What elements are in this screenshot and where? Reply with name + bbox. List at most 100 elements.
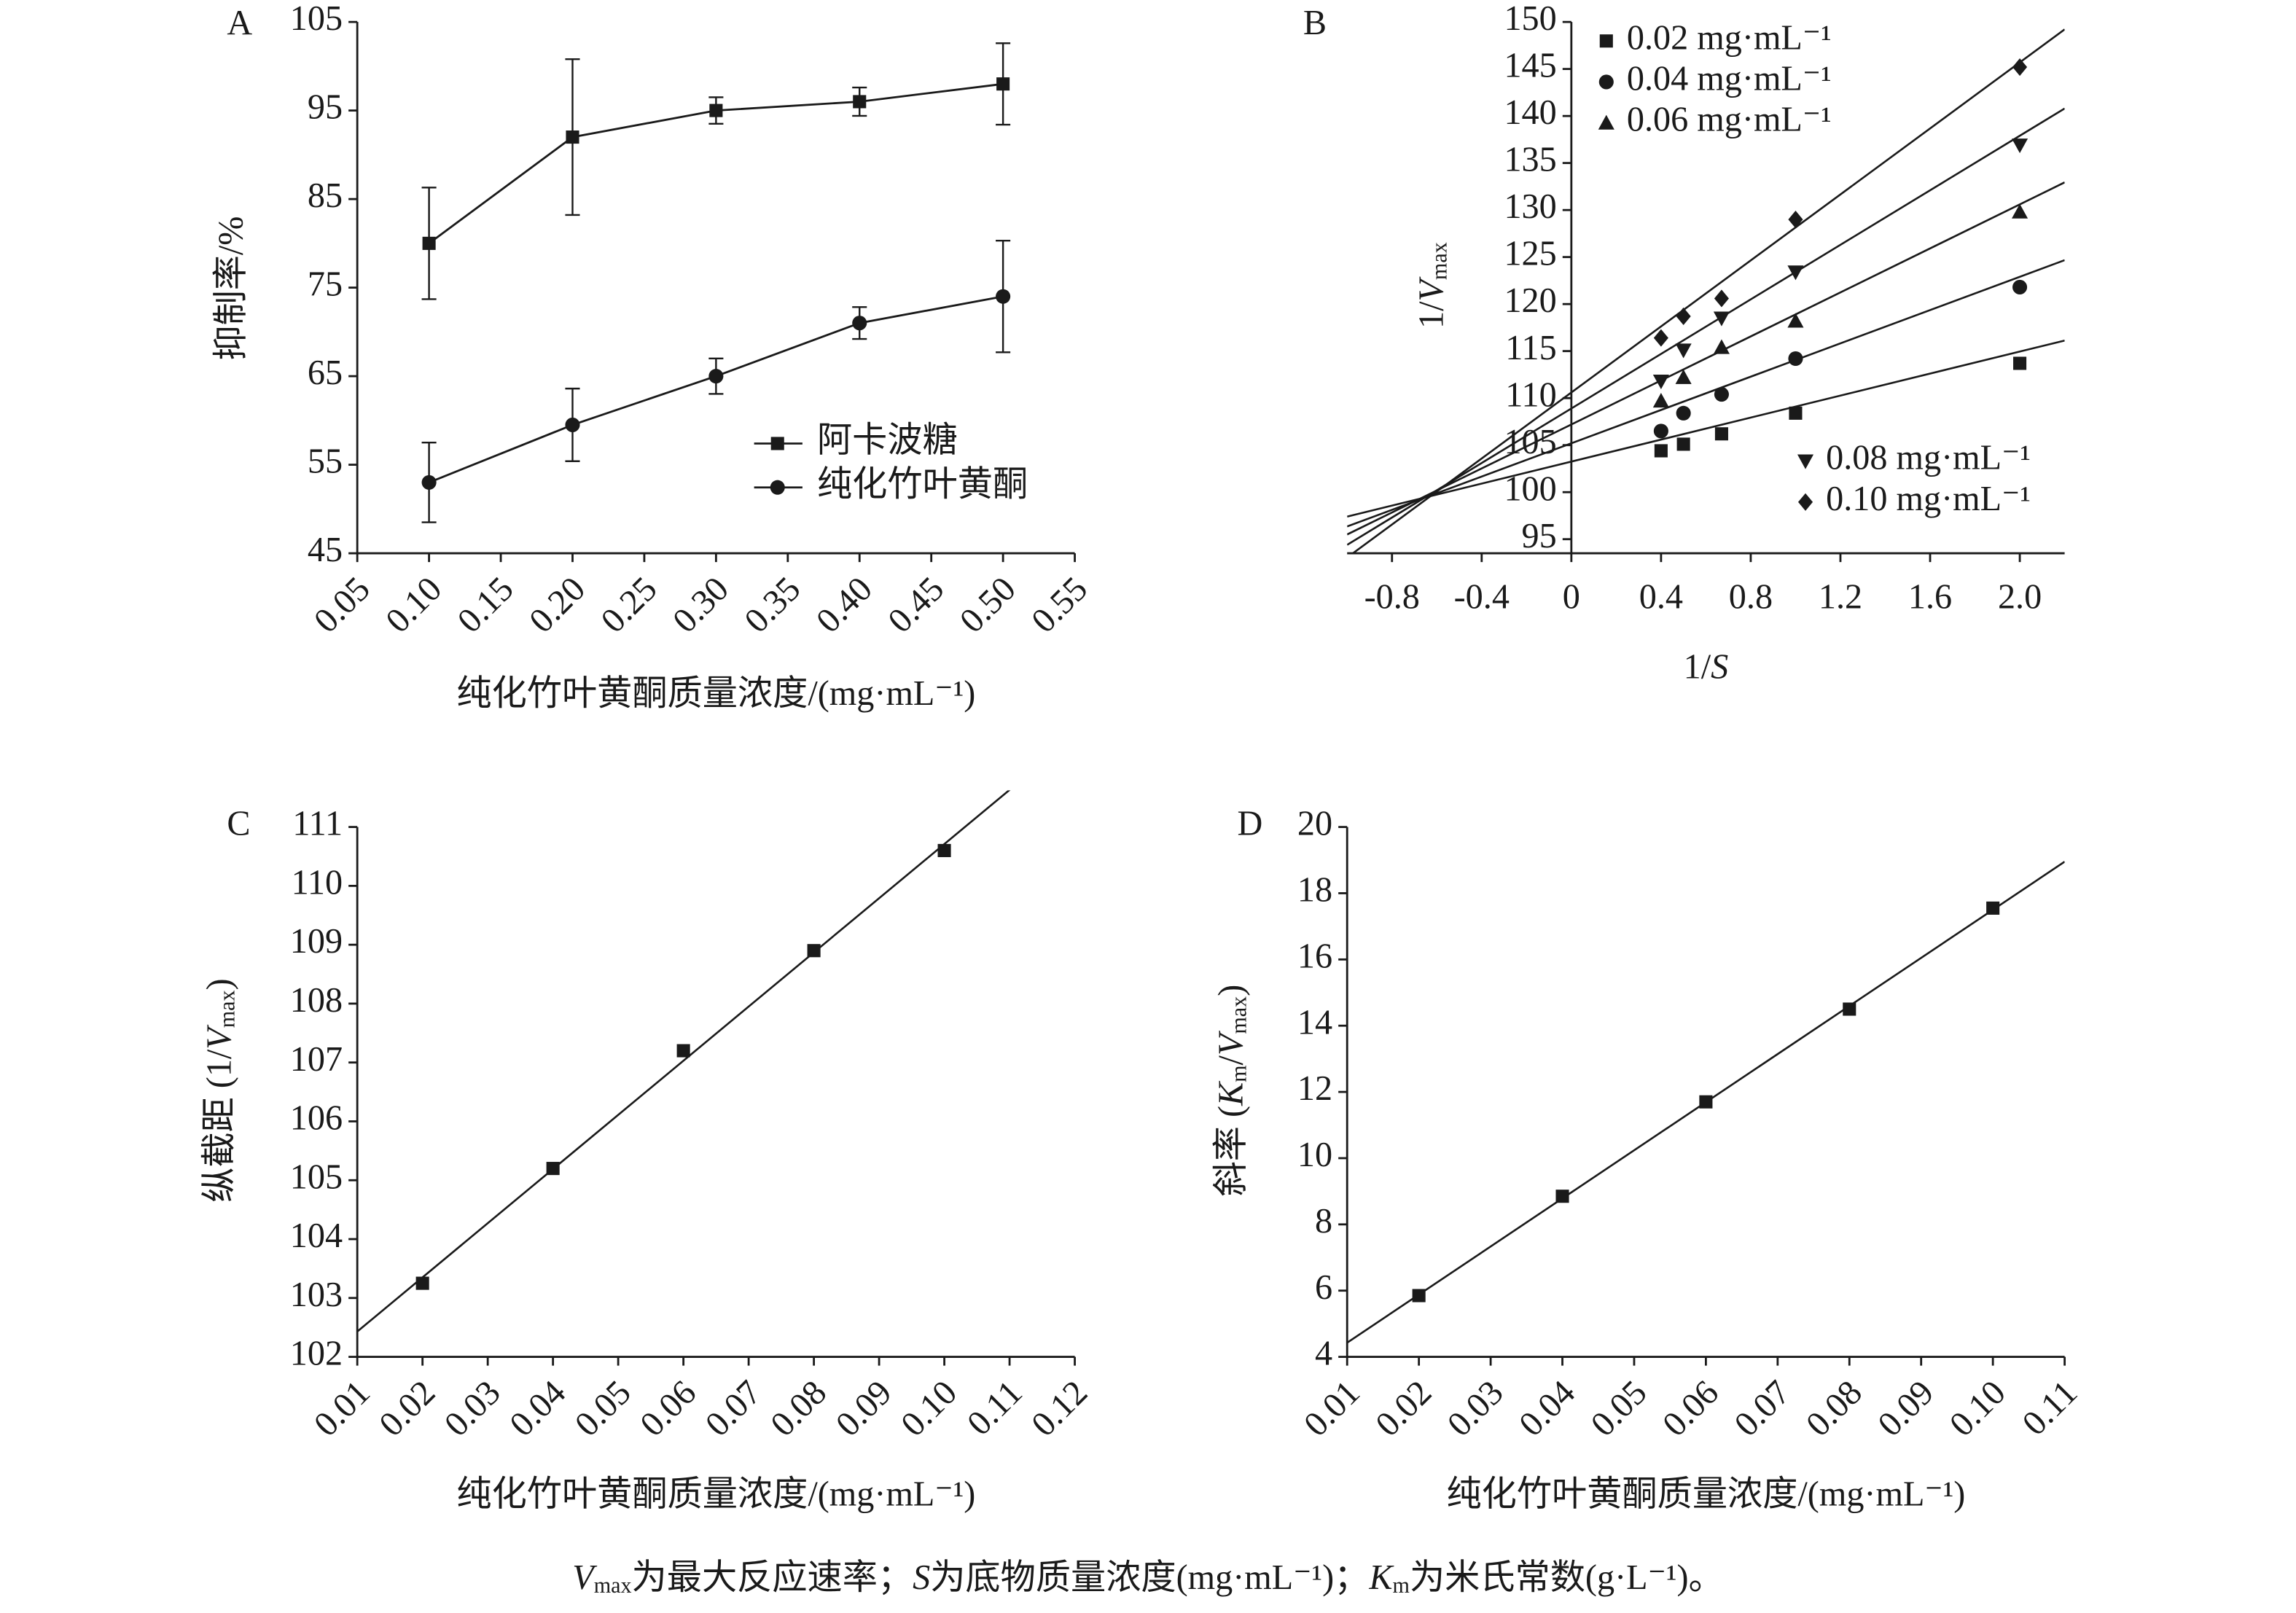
y-tick-label: 145 xyxy=(1504,47,1556,85)
y-axis-label: 抑制率/% xyxy=(211,216,250,361)
point xyxy=(1714,387,1729,402)
x-tick-label: 1.6 xyxy=(1908,577,1952,616)
y-axis-label-part: 1/ xyxy=(1413,301,1451,329)
y-tick-label: 65 xyxy=(308,354,343,392)
legend-label: 0.06 mg·mL⁻¹ xyxy=(1627,101,1832,139)
point xyxy=(1555,1190,1569,1203)
point xyxy=(1986,901,2000,915)
y-tick-label: 104 xyxy=(290,1216,343,1255)
y-tick-label: 106 xyxy=(290,1099,343,1138)
x-tick-label: 0.11 xyxy=(960,1373,1030,1443)
x-tick-label: 0.04 xyxy=(1512,1373,1582,1444)
x-axis-label-part: S xyxy=(1711,648,1728,687)
y-tick-label: 95 xyxy=(308,88,343,127)
y-tick-label: 4 xyxy=(1315,1335,1332,1373)
point xyxy=(1713,339,1730,354)
point xyxy=(1676,405,1691,421)
y-axis-label-part: max xyxy=(1427,242,1452,280)
legend-marker xyxy=(1599,34,1613,48)
x-tick-label: 0.02 xyxy=(1368,1373,1439,1444)
x-tick-label: 0.25 xyxy=(593,569,664,640)
caption-part: m xyxy=(1393,1573,1410,1598)
x-tick-label: 0.06 xyxy=(1655,1373,1726,1444)
y-tick-label: 140 xyxy=(1504,93,1556,132)
x-tick-label: 0.01 xyxy=(1297,1373,1367,1444)
legend-marker xyxy=(770,480,785,495)
point xyxy=(2013,356,2027,370)
x-tick-label: 0.20 xyxy=(522,569,593,640)
x-tick-label: 0.4 xyxy=(1639,577,1683,616)
point xyxy=(1653,423,1668,439)
x-tick-label: 0.55 xyxy=(1024,569,1095,640)
x-axis-label: 纯化竹叶黄酮质量浓度/(mg·mL⁻¹) xyxy=(456,674,975,713)
trend-line xyxy=(357,790,1011,1332)
panel-label: B xyxy=(1303,4,1327,42)
caption-part: 为最大反应速率； xyxy=(632,1558,913,1597)
x-tick-label: 0.35 xyxy=(737,569,808,640)
x-axis-label: 纯化竹叶黄酮质量浓度/(mg·mL⁻¹) xyxy=(1446,1475,1965,1513)
x-tick-label: 0 xyxy=(1563,577,1580,616)
trend-line xyxy=(1347,259,2065,528)
x-tick-label: 0.10 xyxy=(378,569,449,640)
y-tick-label: 102 xyxy=(290,1335,343,1373)
point xyxy=(1652,374,1669,390)
x-tick-label: 0.08 xyxy=(763,1373,834,1444)
point xyxy=(1714,289,1729,308)
x-tick-label: 0.07 xyxy=(1727,1373,1797,1444)
point xyxy=(937,843,951,857)
panel-label: C xyxy=(227,805,250,843)
y-axis-label: 纵截距 (1/Vmax) xyxy=(200,978,239,1202)
legend-label: 0.08 mg·mL⁻¹ xyxy=(1826,439,2031,477)
x-tick-label: 0.11 xyxy=(2015,1373,2085,1443)
point xyxy=(566,130,579,144)
y-tick-label: 95 xyxy=(1522,517,1557,555)
y-axis-label-part: V xyxy=(200,1024,238,1050)
point xyxy=(1714,427,1728,441)
point xyxy=(1843,1002,1856,1016)
x-axis-label-part: 纯化竹叶黄酮质量浓度/(mg·mL⁻¹) xyxy=(456,674,975,713)
y-axis-label-part: / xyxy=(1212,1055,1251,1065)
y-axis-label-part: 纵截距 (1/ xyxy=(200,1049,238,1203)
y-axis-label-part: ) xyxy=(1212,985,1251,996)
y-axis-label: 斜率 (Km/Vmax) xyxy=(1212,985,1252,1197)
y-tick-label: 111 xyxy=(292,805,343,843)
x-tick-label: 0.06 xyxy=(633,1373,703,1444)
point xyxy=(1787,313,1804,328)
point xyxy=(1699,1095,1713,1109)
legend-marker xyxy=(1598,114,1614,130)
x-tick-label: 0.02 xyxy=(372,1373,442,1444)
point xyxy=(1788,351,1803,367)
x-tick-label: 0.07 xyxy=(698,1373,769,1444)
point xyxy=(1654,444,1668,458)
x-tick-label: 0.05 xyxy=(307,569,378,640)
point xyxy=(1676,307,1691,326)
y-tick-label: 16 xyxy=(1297,937,1332,975)
x-tick-label: 0.10 xyxy=(1942,1373,2013,1444)
x-tick-label: 0.40 xyxy=(809,569,880,640)
point xyxy=(996,77,1010,91)
point xyxy=(1713,311,1730,327)
panel-label: D xyxy=(1238,805,1263,843)
x-axis-label-part: 纯化竹叶黄酮质量浓度/(mg·mL⁻¹) xyxy=(456,1475,975,1513)
y-axis-label-part: K xyxy=(1212,1080,1251,1106)
x-tick-label: 0.03 xyxy=(437,1373,508,1444)
point xyxy=(1653,329,1668,347)
y-tick-label: 85 xyxy=(308,176,343,215)
legend-label: 纯化竹叶黄酮 xyxy=(817,465,1028,504)
point xyxy=(565,417,580,432)
point xyxy=(546,1162,560,1176)
point xyxy=(2012,203,2028,219)
trend-line xyxy=(1347,339,2065,518)
point xyxy=(2012,279,2028,295)
y-tick-label: 20 xyxy=(1297,805,1332,843)
y-tick-label: 108 xyxy=(290,981,343,1020)
point xyxy=(708,369,724,384)
y-tick-label: 115 xyxy=(1505,329,1557,367)
point xyxy=(853,95,867,109)
x-tick-label: 0.12 xyxy=(1024,1373,1095,1444)
x-tick-label: 0.10 xyxy=(894,1373,964,1444)
y-tick-label: 12 xyxy=(1297,1069,1332,1108)
x-tick-label: 2.0 xyxy=(1998,577,2042,616)
y-axis-label-part: 抑制率/% xyxy=(211,216,250,361)
